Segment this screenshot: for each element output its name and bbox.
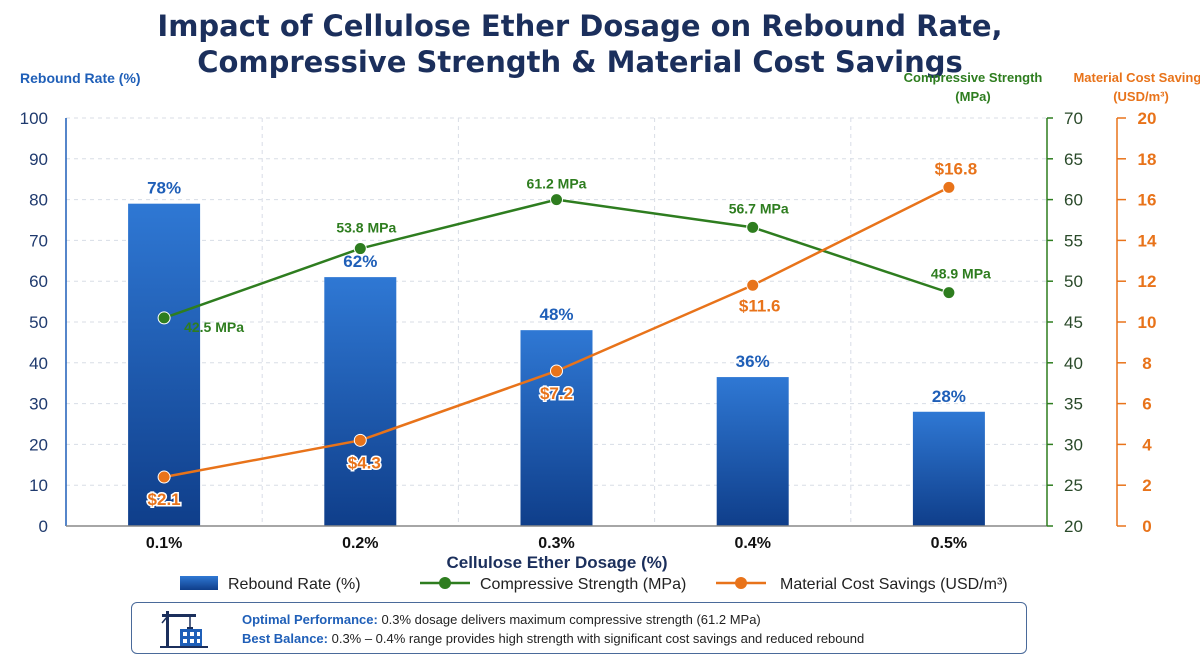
series-point-label: 53.8 MPa	[336, 220, 396, 236]
right2-tick-label: 4	[1142, 435, 1152, 454]
right2-axis-label-line-1: Material Cost Savings	[1073, 70, 1200, 85]
right1-axis-label-line-2: (MPa)	[955, 89, 990, 104]
x-axis-label: Cellulose Ether Dosage (%)	[446, 553, 667, 572]
bar-value-label: 36%	[736, 352, 770, 371]
series-line	[163, 198, 950, 320]
note-line-2: Best Balance: 0.3% – 0.4% range provides…	[242, 631, 865, 646]
lines	[157, 180, 956, 484]
left-tick-label: 90	[29, 150, 48, 169]
construction-crane-icon	[160, 611, 208, 648]
bar-rebound-rate	[912, 411, 985, 526]
right1-tick-label: 65	[1064, 150, 1083, 169]
right2-tick-label: 12	[1138, 272, 1157, 291]
bar-value-label: 78%	[147, 179, 181, 198]
left-tick-label: 80	[29, 191, 48, 210]
series-point-label: 61.2 MPa	[527, 176, 587, 192]
bars	[128, 203, 985, 526]
bar-rebound-rate	[324, 277, 397, 526]
series-point-label: 42.5 MPa	[184, 319, 244, 335]
right1-axis-label-line-1: Compressive Strength	[904, 70, 1043, 85]
legend: Rebound Rate (%) Compressive Strength (MP…	[180, 576, 1008, 593]
bar-value-label: 28%	[932, 387, 966, 406]
chart-title-line-1: Impact of Cellulose Ether Dosage on Rebo…	[157, 9, 1002, 43]
left-tick-label: 0	[39, 517, 48, 536]
right1-tick-label: 45	[1064, 313, 1083, 332]
data-labels: 78% 62% 48% 36% 28% 42.5 MPa 53.8 MPa 61.2 MPa 5…	[146, 159, 991, 510]
right1-tick-label: 20	[1064, 517, 1083, 536]
left-tick-label: 40	[29, 354, 48, 373]
left-tick-label: 50	[29, 313, 48, 332]
note-lines: Optimal Performance: 0.3% dosage deliver…	[242, 610, 864, 648]
series-point-label: $7.2	[540, 384, 573, 403]
left-tick-label: 70	[29, 231, 48, 250]
series-point-label: 56.7 MPa	[729, 200, 789, 216]
right2-tick-label: 2	[1142, 476, 1151, 495]
right2-tick-label: 10	[1138, 313, 1157, 332]
series-point	[157, 311, 171, 325]
bar-value-label: 48%	[539, 305, 573, 324]
series-point-label: $16.8	[935, 159, 978, 178]
series-point	[157, 470, 171, 484]
series-point-label: $2.1	[148, 490, 181, 509]
x-tick-label: 0.5%	[931, 535, 967, 552]
note-line-1: Optimal Performance: 0.3% dosage deliver…	[242, 612, 761, 627]
right1-tick-label: 50	[1064, 272, 1083, 291]
legend-marker-cost-savings	[735, 577, 747, 589]
chart-title-line-2: Compressive Strength & Material Cost Sav…	[197, 45, 963, 79]
right1-tick-label: 30	[1064, 435, 1083, 454]
right1-tick-label: 70	[1064, 109, 1083, 128]
right2-tick-label: 16	[1138, 191, 1157, 210]
right1-tick-label: 60	[1064, 191, 1083, 210]
right1-tick-label: 35	[1064, 395, 1083, 414]
series-point	[353, 433, 367, 447]
series-point	[942, 180, 956, 194]
right2-tick-label: 8	[1142, 354, 1151, 373]
left-tick-label: 10	[29, 476, 48, 495]
series-point	[746, 220, 760, 234]
grid	[66, 117, 1047, 526]
combo-chart: Impact of Cellulose Ether Dosage on Rebo…	[20, 9, 1200, 593]
right2-tick-label: 0	[1142, 517, 1151, 536]
bar-rebound-rate	[716, 377, 789, 526]
right1-tick-label: 55	[1064, 231, 1083, 250]
axes: 0102030405060708090100202530354045505560…	[20, 109, 1157, 552]
left-axis-label: Rebound Rate (%)	[20, 70, 141, 86]
right2-axis-label-line-2: (USD/m³)	[1113, 89, 1169, 104]
legend-label-cost-savings: Material Cost Savings (USD/m³)	[780, 576, 1008, 593]
right1-tick-label: 40	[1064, 354, 1083, 373]
series-point	[353, 242, 367, 256]
right2-tick-label: 18	[1138, 150, 1157, 169]
x-tick-label: 0.4%	[734, 535, 770, 552]
legend-label-rebound-rate: Rebound Rate (%)	[228, 576, 361, 593]
x-tick-label: 0.3%	[538, 535, 574, 552]
series-point-label: 48.9 MPa	[931, 266, 991, 282]
series-point	[550, 193, 563, 207]
right2-tick-label: 20	[1138, 109, 1157, 128]
left-tick-label: 30	[29, 395, 48, 414]
left-tick-label: 20	[29, 435, 48, 454]
left-tick-label: 60	[29, 272, 48, 291]
series-point-label: $4.3	[348, 453, 381, 472]
series-point	[550, 364, 563, 378]
bar-value-label: 62%	[343, 252, 377, 271]
right2-tick-label: 14	[1138, 231, 1157, 250]
right2-tick-label: 6	[1142, 395, 1151, 414]
series-point	[746, 278, 760, 292]
series-point	[942, 286, 956, 300]
legend-label-compressive-strength: Compressive Strength (MPa)	[480, 576, 686, 593]
series-point-label: $11.6	[739, 296, 781, 315]
bar-rebound-rate	[520, 330, 593, 526]
x-tick-label: 0.1%	[146, 535, 182, 552]
insight-note: Optimal Performance: 0.3% dosage deliver…	[131, 602, 1027, 654]
legend-marker-compressive-strength	[439, 577, 451, 589]
left-tick-label: 100	[20, 109, 48, 128]
legend-swatch-rebound-rate	[180, 576, 218, 590]
x-tick-label: 0.2%	[342, 535, 378, 552]
right1-tick-label: 25	[1064, 476, 1083, 495]
